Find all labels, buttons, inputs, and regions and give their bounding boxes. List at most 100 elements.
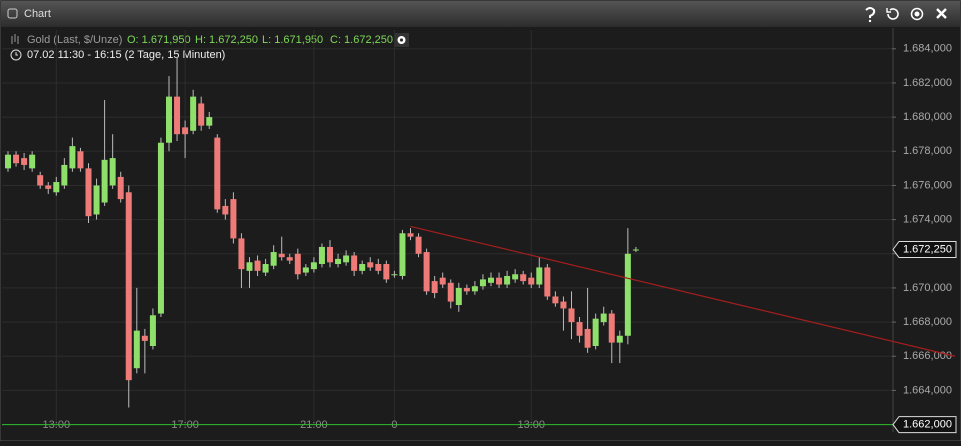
candle-body (77, 151, 84, 169)
candle-body (504, 275, 511, 285)
candle-body (608, 313, 615, 343)
candle-body (560, 301, 567, 309)
candle-body (318, 246, 325, 265)
candle-body (383, 264, 390, 280)
reset-button[interactable] (886, 8, 899, 20)
candle-body (262, 264, 269, 273)
candle-body (13, 154, 20, 164)
y-tick-label: 1.678,000 (903, 145, 952, 157)
candle-body (254, 260, 261, 271)
candle-body (391, 274, 398, 276)
candle-body (359, 264, 366, 271)
last-price-label: 1.672,250 (903, 243, 952, 255)
candle-body (616, 335, 623, 343)
candle-body (166, 96, 172, 143)
y-tick-label: 1.680,000 (903, 111, 952, 123)
help-button[interactable] (865, 7, 876, 23)
candle-body (552, 296, 559, 304)
y-tick-label: 1.674,000 (903, 214, 952, 226)
window-icon (7, 8, 18, 19)
candle-body (206, 117, 213, 126)
candle-body (463, 287, 470, 292)
candle-body (157, 142, 164, 314)
ohlc-open: O: 1.671,950 (127, 34, 191, 46)
candle-body (278, 253, 285, 258)
candle-body (222, 205, 229, 215)
record-button[interactable] (910, 7, 924, 21)
candle-body (294, 253, 301, 275)
candle-body (496, 277, 503, 285)
candle-body (45, 185, 52, 189)
candle-body (375, 264, 382, 271)
candle-body (310, 262, 317, 270)
candle-body (198, 103, 205, 126)
candle-body (415, 236, 422, 254)
baseline-box (892, 416, 957, 434)
candle-body (93, 185, 100, 215)
candle-body (335, 258, 342, 265)
trendline (410, 225, 956, 357)
candle-body (69, 146, 76, 169)
ohlc-low: L: 1.671,950 (262, 34, 323, 46)
candle-body (624, 253, 631, 336)
y-tick-label: 1.684,000 (903, 43, 952, 55)
candle-body (584, 328, 591, 348)
candle-body (270, 252, 277, 266)
candle-body (512, 274, 519, 280)
y-tick-label: 1.682,000 (903, 77, 952, 89)
candle-body (302, 267, 309, 273)
candle-body (246, 262, 253, 271)
candle-body (520, 274, 527, 282)
candle-body (238, 238, 245, 270)
y-tick-label: 1.664,000 (903, 384, 952, 396)
last-price-box (892, 240, 957, 258)
candle-body (141, 335, 148, 341)
candle-body (174, 96, 181, 135)
candle-body (117, 176, 124, 200)
candle-body (576, 322, 583, 336)
y-tick-label: 1.676,000 (903, 179, 952, 191)
candle-body (479, 279, 486, 287)
candle-body (471, 286, 478, 292)
candle-body (407, 233, 414, 237)
candle-body (544, 267, 551, 297)
candle-body (455, 287, 462, 306)
candle-body (327, 246, 333, 263)
title-bar (1, 1, 960, 27)
candle-body (600, 313, 607, 323)
candle-body (214, 137, 221, 210)
ohlc-high: H: 1.672,250 (195, 34, 258, 46)
candle-body (431, 281, 438, 294)
settings-button[interactable] (394, 33, 409, 47)
candle-body (21, 158, 28, 165)
period-label: 07.02 11:30 - 16:15 (2 Tage, 15 Minuten) (27, 49, 225, 61)
candle-body (101, 159, 108, 203)
candle-body (125, 192, 132, 381)
candle-body (190, 96, 197, 131)
candle-body (286, 257, 293, 261)
candle-body (447, 282, 454, 302)
clock-icon (10, 49, 22, 61)
candle-body (343, 255, 350, 263)
instrument-label: Gold (Last, $/Unze) (27, 34, 122, 46)
candle-body (592, 318, 599, 347)
candle-body (230, 199, 237, 239)
candle-body (528, 277, 535, 285)
candle-body (536, 267, 543, 285)
candle-body (85, 168, 92, 217)
candle-body (423, 252, 430, 292)
candle-body (29, 154, 36, 169)
candle-body (568, 308, 575, 323)
window-title: Chart (24, 8, 51, 20)
close-button[interactable] (936, 8, 947, 19)
candle-body (439, 277, 446, 285)
y-tick-label: 1.666,000 (903, 350, 952, 362)
candle-body (61, 164, 68, 186)
instrument-icon (11, 34, 19, 44)
candle-body (367, 262, 374, 268)
candle-body (5, 154, 11, 169)
candle-body (488, 277, 494, 283)
baseline-label: 1.662,000 (903, 418, 952, 430)
